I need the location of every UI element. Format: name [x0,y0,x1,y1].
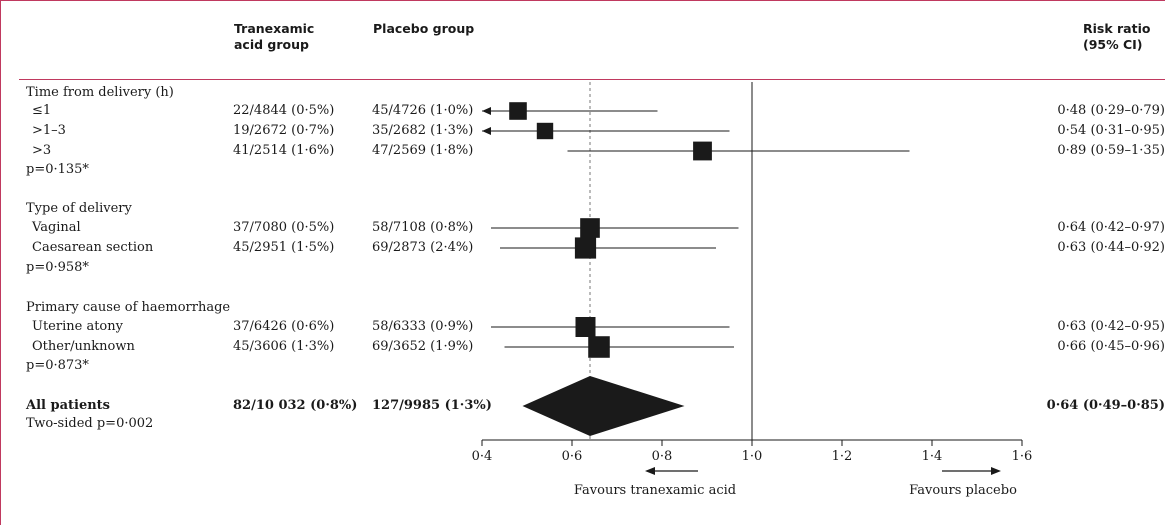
row-risk-ratio: 0·64 (0·42–0·97) [1057,220,1165,235]
row-tranexamic: 37/6426 (0·6%) [233,319,335,334]
row-placebo: 47/2569 (1·8%) [372,143,474,158]
row-tranexamic: 41/2514 (1·6%) [233,143,335,158]
row-tranexamic: 45/3606 (1·3%) [233,339,335,354]
row-risk-ratio: 0·64 (0·49–0·85) [1046,398,1165,413]
effect-square [693,141,712,161]
overall-diamond [522,376,685,436]
favours-placebo-label: Favours placebo [909,483,1017,498]
row-label: >3 [32,143,52,158]
effect-square [574,237,597,259]
row-risk-ratio: 0·63 (0·44–0·92) [1057,240,1165,255]
row-tranexamic: 37/7080 (0·5%) [233,220,335,235]
ci-clip-arrow [482,127,491,135]
x-tick-label: 0·6 [562,449,583,464]
row-label: Uterine atony [32,319,123,334]
row-label: Time from delivery (h) [26,85,174,100]
row-label: Primary cause of haemorrhage [26,300,231,315]
row-label: ≤1 [32,103,52,118]
row-risk-ratio: 0·48 (0·29–0·79) [1057,103,1165,118]
x-tick-label: 1·0 [742,449,763,464]
effect-square [588,336,610,358]
row-label: Vaginal [32,220,81,235]
row-placebo: 58/6333 (0·9%) [372,319,474,334]
x-tick-label: 0·8 [652,449,673,464]
row-placebo: 127/9985 (1·3%) [372,398,492,413]
row-risk-ratio: 0·66 (0·45–0·96) [1057,339,1165,354]
row-label: p=0·958* [26,260,89,275]
favours-left-arrow-head [645,467,655,475]
effect-square [575,317,596,337]
row-placebo: 45/4726 (1·0%) [372,103,474,118]
row-placebo: 69/2873 (2·4%) [372,240,474,255]
row-risk-ratio: 0·63 (0·42–0·95) [1057,319,1165,334]
effect-square [509,102,527,120]
row-label: >1–3 [32,123,66,138]
row-label: p=0·135* [26,162,89,177]
header-placebo: Placebo group [373,21,475,36]
x-tick-label: 1·4 [922,449,943,464]
x-tick-label: 1·6 [1012,449,1033,464]
row-risk-ratio: 0·89 (0·59–1·35) [1057,143,1165,158]
row-label: Other/unknown [32,339,135,354]
row-label: Type of delivery [26,201,132,216]
header-rule [19,79,1165,80]
effect-square [536,122,554,140]
row-label: All patients [26,398,110,413]
ci-clip-arrow [482,107,491,115]
row-placebo: 35/2682 (1·3%) [372,123,474,138]
x-tick-label: 0·4 [472,449,493,464]
row-risk-ratio: 0·54 (0·31–0·95) [1057,123,1165,138]
effect-square [580,218,600,238]
row-tranexamic: 22/4844 (0·5%) [233,103,335,118]
row-placebo: 69/3652 (1·9%) [372,339,474,354]
favours-right-arrow-head [991,467,1001,475]
x-tick-label: 1·2 [832,449,853,464]
row-placebo: 58/7108 (0·8%) [372,220,474,235]
row-label: Two-sided p=0·002 [26,416,154,431]
header-risk-ratio: Risk ratio (95% CI) [1083,21,1151,52]
row-label: p=0·873* [26,358,89,373]
header-tranexamic: Tranexamic acid group [234,21,315,52]
row-label: Caesarean section [32,240,154,255]
row-tranexamic: 45/2951 (1·5%) [233,240,335,255]
row-tranexamic: 82/10 032 (0·8%) [233,398,358,413]
favours-tranexamic-label: Favours tranexamic acid [574,483,736,498]
row-tranexamic: 19/2672 (0·7%) [233,123,335,138]
